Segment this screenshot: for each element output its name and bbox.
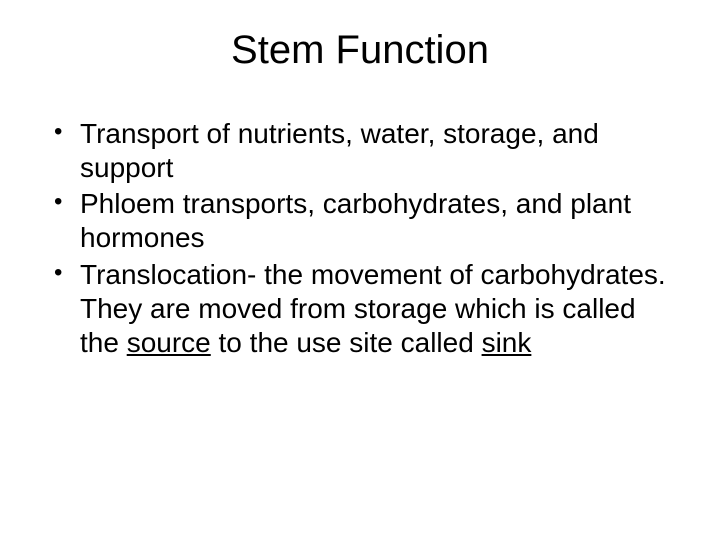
- bullet-text: Transport of nutrients, water, storage, …: [80, 118, 599, 183]
- list-item: Transport of nutrients, water, storage, …: [48, 117, 672, 185]
- slide-title: Stem Function: [48, 28, 672, 73]
- underlined-term-source: source: [127, 327, 211, 358]
- underlined-term-sink: sink: [482, 327, 532, 358]
- bullet-list: Transport of nutrients, water, storage, …: [48, 117, 672, 360]
- bullet-text-mid: to the use site called: [211, 327, 482, 358]
- bullet-text: Phloem transports, carbohydrates, and pl…: [80, 188, 631, 253]
- list-item: Phloem transports, carbohydrates, and pl…: [48, 187, 672, 255]
- list-item: Translocation- the movement of carbohydr…: [48, 258, 672, 360]
